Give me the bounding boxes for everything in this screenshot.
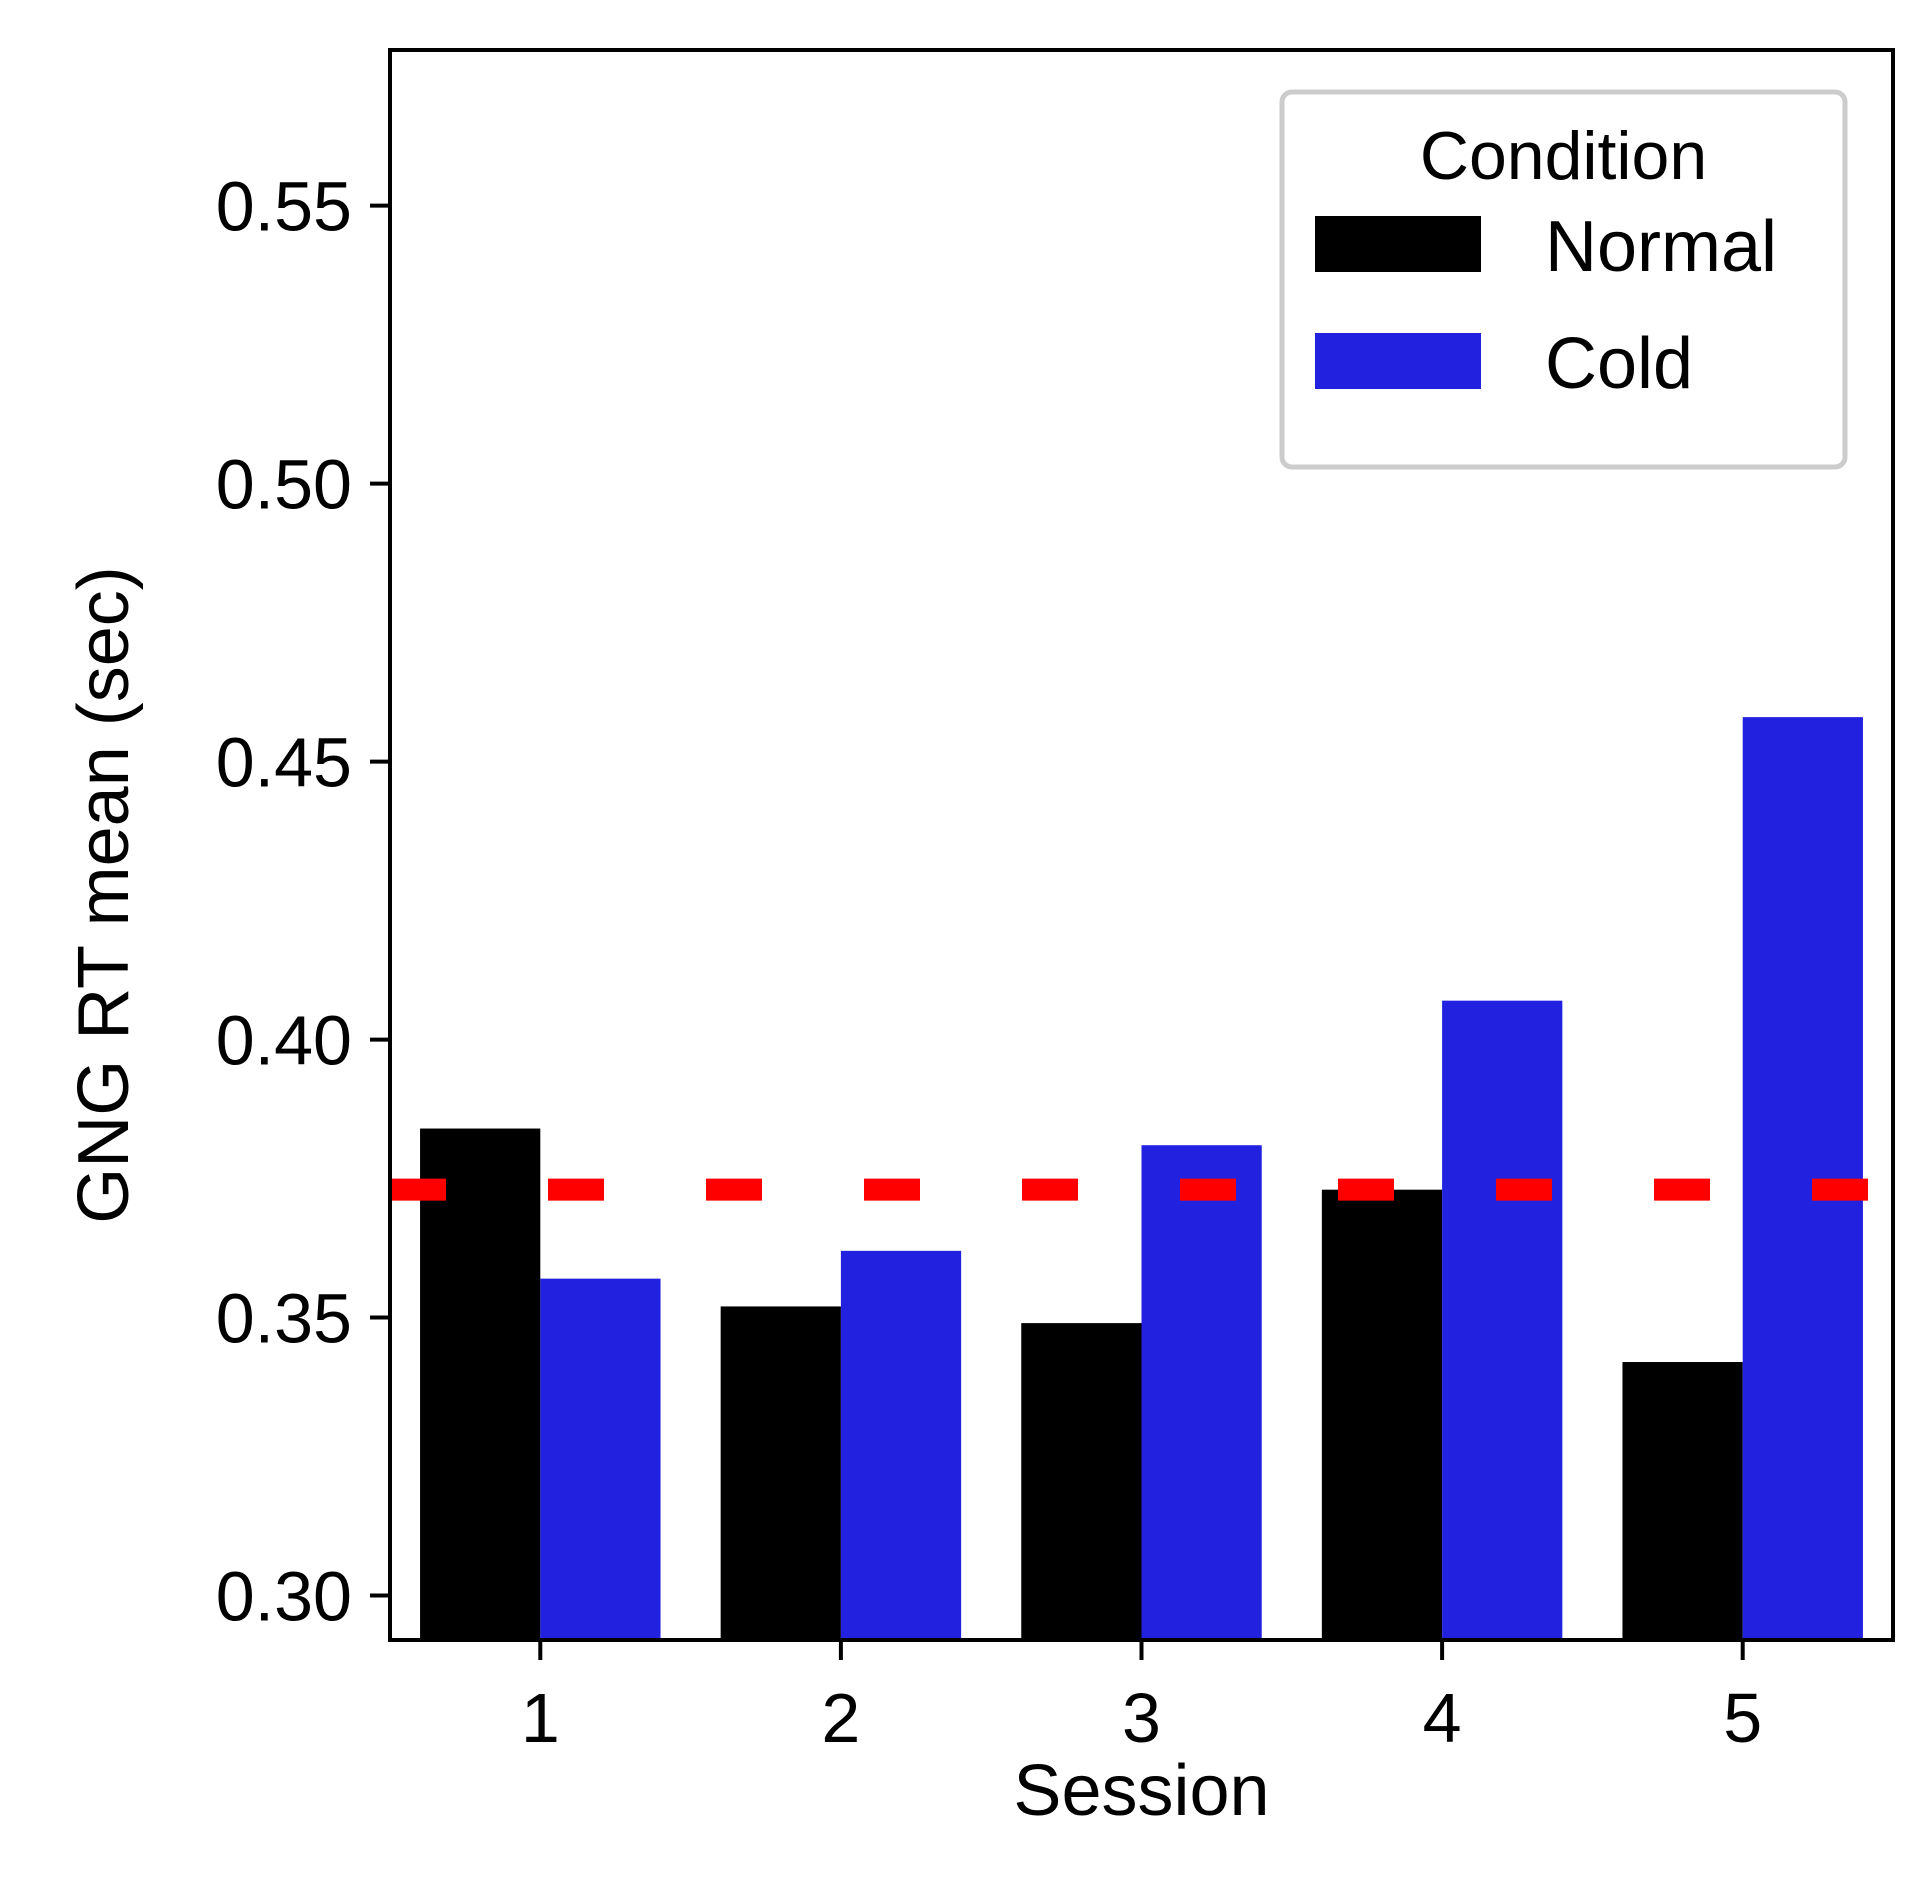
y-axis: 0.30 0.35 0.40 0.45 0.50 0.55 — [216, 168, 390, 1636]
bar-normal-session-4 — [1321, 1189, 1443, 1640]
x-axis: 1 2 3 4 5 — [521, 1640, 1762, 1757]
bar-cold-session-1 — [540, 1278, 661, 1640]
legend: Condition Normal Cold — [1279, 89, 1848, 470]
x-tick-label: 2 — [821, 1679, 860, 1757]
legend-swatch-cold — [1315, 333, 1481, 389]
bar-normal-session-1 — [420, 1128, 541, 1640]
bar-cold-session-2 — [840, 1250, 962, 1640]
bars-layer — [420, 717, 1863, 1640]
x-tick-label: 1 — [521, 1679, 560, 1757]
y-tick-label: 0.45 — [216, 724, 352, 802]
x-tick-label: 3 — [1122, 1679, 1161, 1757]
legend-entries: Normal Cold — [1315, 207, 1777, 404]
legend-label-normal: Normal — [1545, 207, 1777, 287]
x-tick-label: 5 — [1723, 1679, 1762, 1757]
x-tick-label: 4 — [1423, 1679, 1462, 1757]
bar-normal-session-2 — [720, 1306, 841, 1640]
bar-normal-session-5 — [1622, 1362, 1743, 1640]
y-tick-label: 0.55 — [216, 168, 352, 246]
bar-cold-session-4 — [1442, 1000, 1563, 1640]
legend-swatch-normal — [1315, 216, 1481, 272]
x-axis-label: Session — [1013, 1751, 1269, 1831]
y-tick-label: 0.50 — [216, 446, 352, 524]
y-tick-label: 0.30 — [216, 1558, 352, 1636]
legend-title: Condition — [1420, 118, 1707, 194]
y-tick-label: 0.35 — [216, 1280, 352, 1358]
bar-normal-session-3 — [1021, 1323, 1142, 1640]
y-tick-label: 0.40 — [216, 1002, 352, 1080]
legend-label-cold: Cold — [1545, 324, 1693, 404]
bar-cold-session-3 — [1141, 1145, 1262, 1640]
y-axis-label: GNG RT mean (sec) — [64, 566, 144, 1224]
bar-cold-session-5 — [1742, 717, 1863, 1640]
